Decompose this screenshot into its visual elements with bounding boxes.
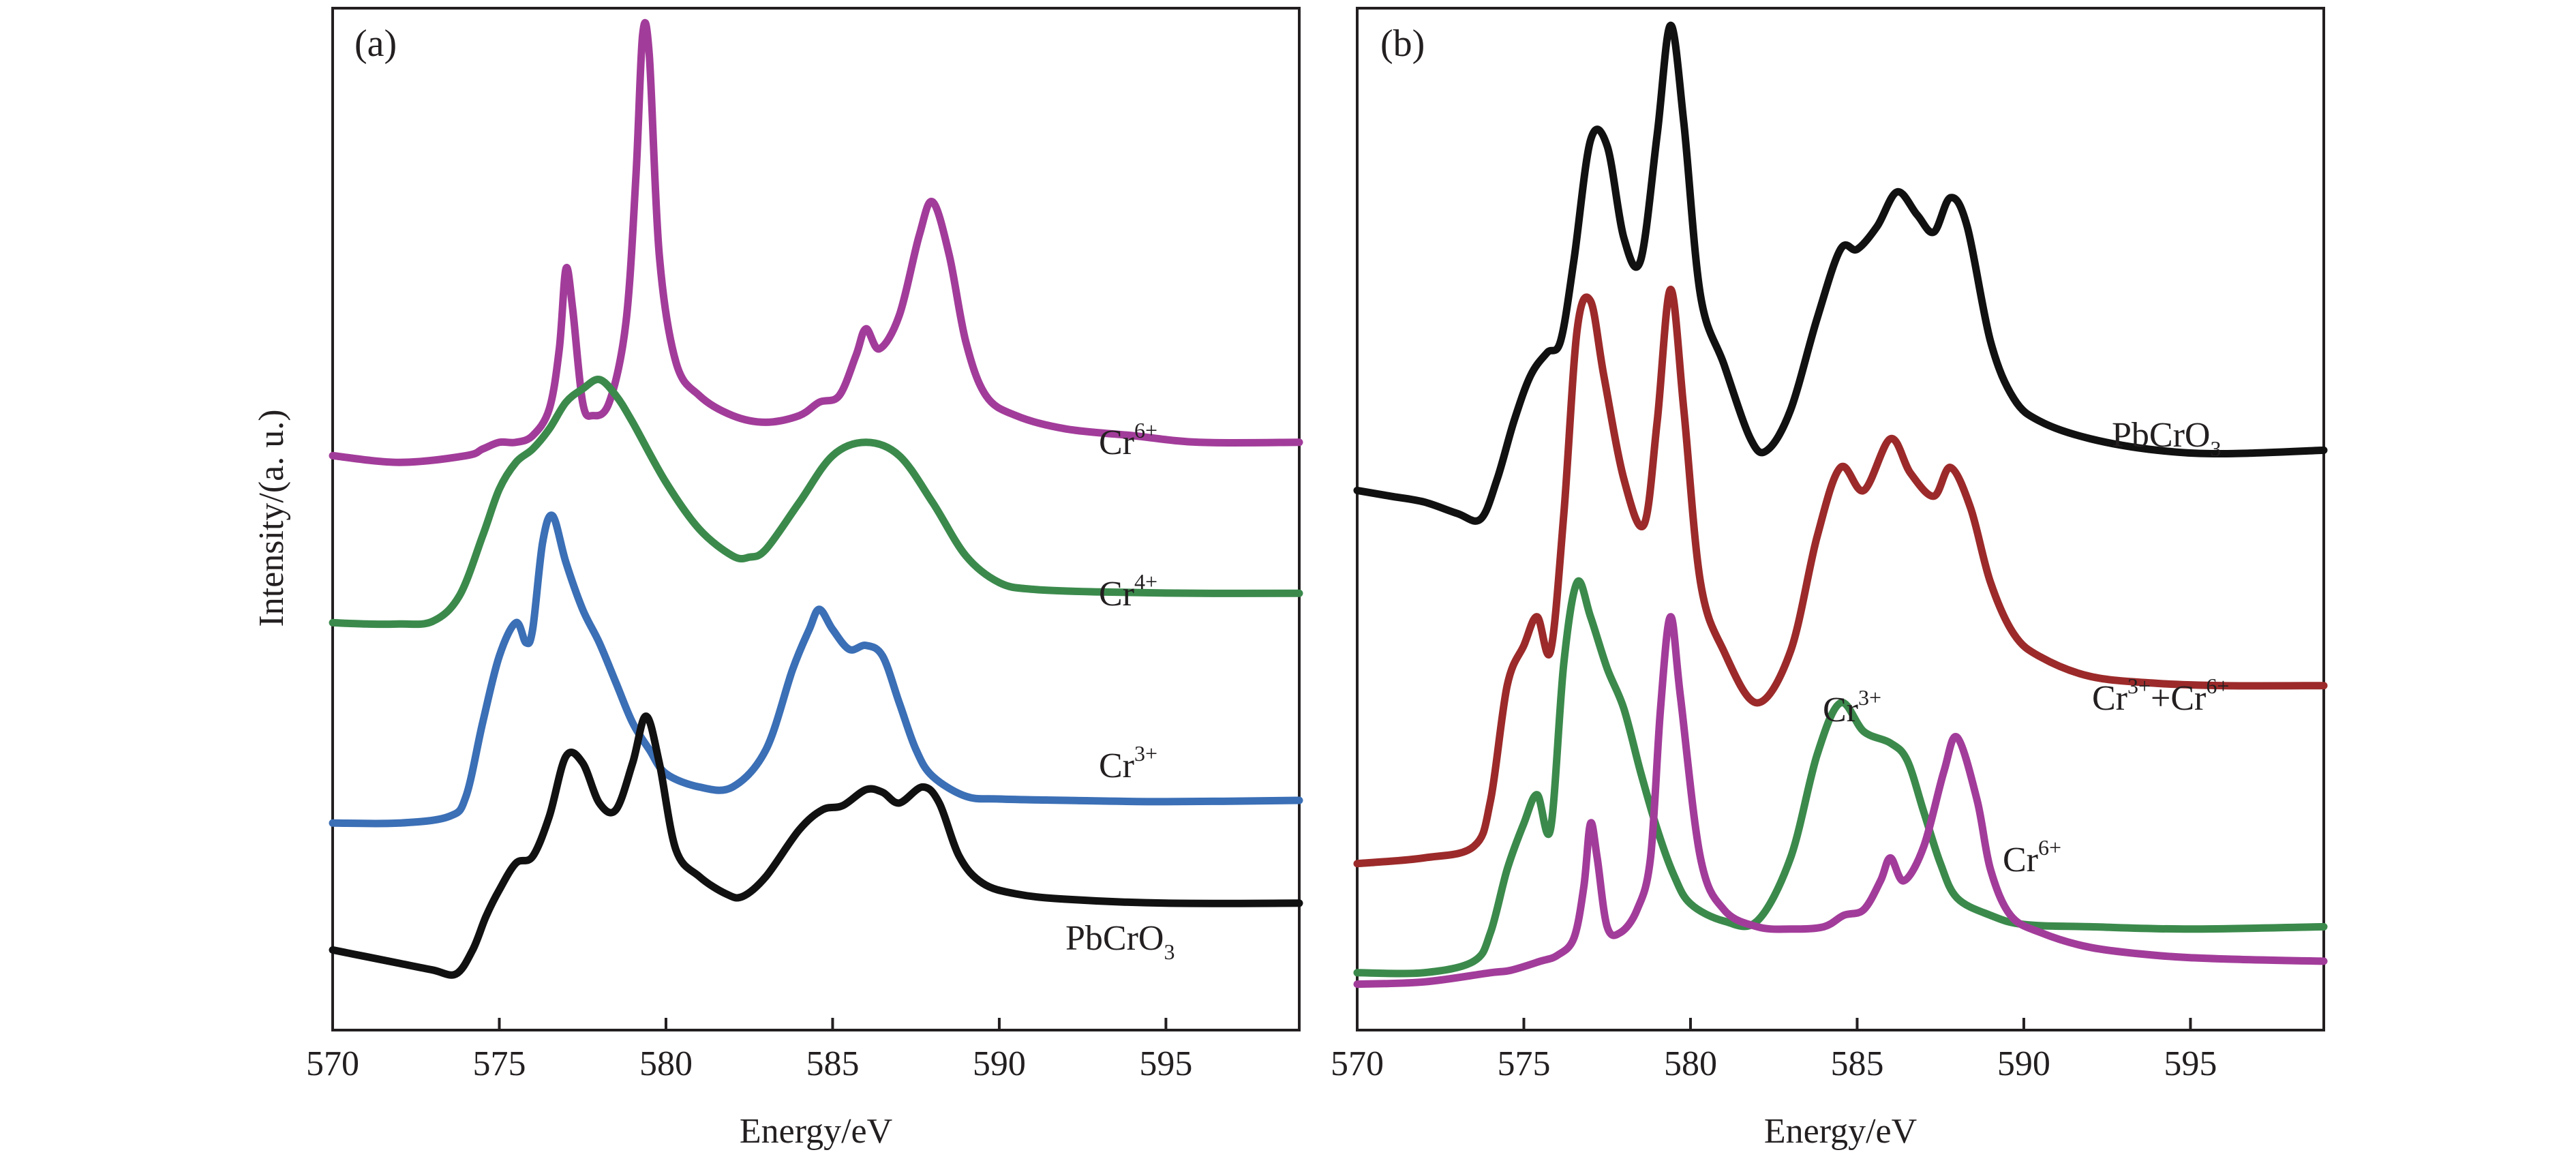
panel-a-y-axis-label: Intensity/(a. u.) <box>252 409 291 627</box>
series-line-cr4- <box>329 376 1303 629</box>
series-line-cr3- <box>329 511 1303 828</box>
x-tick-label: 585 <box>806 1044 859 1083</box>
x-tick-label: 580 <box>1664 1044 1717 1083</box>
series-line-pbcro3 <box>329 712 1303 979</box>
series-line-pbcro3 <box>1353 21 2328 525</box>
panel-a-tag: (a) <box>354 22 397 65</box>
series-line-cr3- <box>1353 577 2328 978</box>
panel-b-x-axis-label: Energy/eV <box>1764 1112 1917 1151</box>
panel-b-frame <box>1356 7 2325 1031</box>
x-tick-label: 595 <box>1139 1044 1192 1083</box>
label-a-cr3: Cr3+ <box>1099 741 1157 785</box>
series-line-cr3-cr6- <box>1353 286 2328 868</box>
x-tick-label: 595 <box>2164 1044 2217 1083</box>
panel-a-curves <box>329 18 1303 979</box>
x-tick-label: 590 <box>1997 1044 2050 1083</box>
panel-a-x-ticks: 570 575 580 585 590 595 <box>306 1018 1192 1083</box>
panel-b-curves <box>1353 21 2328 989</box>
label-a-cr6: Cr6+ <box>1099 418 1157 462</box>
panel-b: (b) 570 575 580 585 590 595 PbCrO3 Cr3++Cr6+ … <box>1331 7 2328 1151</box>
label-b-cr6: Cr6+ <box>2003 835 2061 879</box>
x-tick-label: 590 <box>973 1044 1026 1083</box>
panel-b-x-ticks: 570 575 580 585 590 595 <box>1331 1018 2217 1083</box>
panel-a-x-axis-label: Energy/eV <box>740 1112 892 1151</box>
x-tick-label: 570 <box>306 1044 359 1083</box>
x-tick-label: 580 <box>639 1044 693 1083</box>
panel-a: (a) 570 575 580 585 590 595 Cr6+ Cr4+ Cr3+ Pb… <box>252 7 1303 1151</box>
label-a-pbcro3: PbCrO3 <box>1065 919 1175 964</box>
x-tick-label: 575 <box>472 1044 526 1083</box>
x-tick-label: 585 <box>1830 1044 1883 1083</box>
panel-b-tag: (b) <box>1380 22 1425 65</box>
label-b-pbcro3: PbCrO3 <box>2112 416 2221 461</box>
series-line-cr6- <box>1353 613 2328 989</box>
label-a-cr4: Cr4+ <box>1099 569 1157 614</box>
label-b-cr3-cr6: Cr3++Cr6+ <box>2092 674 2229 718</box>
label-b-cr3: Cr3+ <box>1823 685 1881 729</box>
x-tick-label: 575 <box>1497 1044 1550 1083</box>
series-line-cr6- <box>329 18 1303 466</box>
x-tick-label: 570 <box>1331 1044 1384 1083</box>
panel-a-frame <box>331 7 1301 1031</box>
